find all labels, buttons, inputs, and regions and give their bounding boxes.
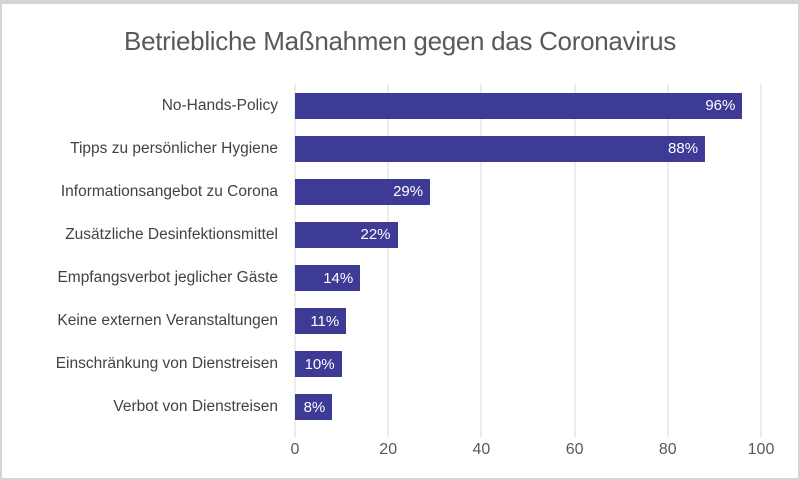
bar-track: 22% <box>295 221 761 248</box>
x-axis-tick-label: 100 <box>747 441 775 458</box>
bar-row: Einschränkung von Dienstreisen 10% <box>2 343 798 386</box>
plot-area: No-Hands-Policy 96% Tipps zu persönlicher … <box>2 84 798 437</box>
bar-8: 8% <box>295 394 333 421</box>
gridlines <box>294 84 762 429</box>
bar-row: Keine externen Veranstaltungen 11% <box>2 300 798 343</box>
bar-track: 14% <box>295 265 761 292</box>
bar-value-label: 14% <box>323 269 354 287</box>
bar-track: 96% <box>295 92 761 119</box>
bar-row: Verbot von Dienstreisen 8% <box>2 386 798 429</box>
gridline-40 <box>480 84 482 429</box>
category-label: Tipps zu persönlicher Hygiene <box>70 139 278 157</box>
bar-2: 88% <box>295 135 706 162</box>
x-axis-tick-label: 80 <box>658 441 677 458</box>
bar-track: 88% <box>295 135 761 162</box>
bar-3: 29% <box>295 178 431 205</box>
bar-track: 29% <box>295 178 761 205</box>
x-axis-tick-label: 40 <box>472 441 491 458</box>
x-axis-tick-label: 20 <box>379 441 398 458</box>
bar-value-label: 11% <box>310 312 340 330</box>
bar-row: Empfangsverbot jeglicher Gäste 14% <box>2 257 798 300</box>
category-label: Informationsangebot zu Corona <box>60 182 278 200</box>
bar-value-label: 88% <box>668 140 699 158</box>
bar-row: Zusätzliche Desinfektionsmittel 22% <box>2 213 798 256</box>
bar-track: 8% <box>295 394 761 421</box>
bar-1: 96% <box>295 92 743 119</box>
chart-title: Betriebliche Maßnahmen gegen das Coronav… <box>124 26 676 56</box>
x-axis-tick-label: 60 <box>565 441 584 458</box>
tickmark-100 <box>760 429 762 437</box>
gridline-80 <box>667 84 669 429</box>
bar-row: No-Hands-Policy 96% <box>2 84 798 127</box>
bar-6: 11% <box>295 308 347 335</box>
x-axis-tick-labels: 0 20 40 60 80 100 <box>291 441 775 461</box>
tickmark-40 <box>480 429 482 437</box>
bar-value-label: 8% <box>303 398 326 416</box>
category-label: Verbot von Dienstreisen <box>113 398 278 416</box>
bar-rows: No-Hands-Policy 96% Tipps zu persönlicher … <box>2 84 798 429</box>
gridline-0 <box>294 84 296 429</box>
bar-4: 22% <box>295 221 398 248</box>
bar-track: 11% <box>295 308 761 335</box>
bar-value-label: 29% <box>393 183 424 201</box>
category-label: Einschränkung von Dienstreisen <box>55 355 278 373</box>
tickmark-0 <box>294 429 296 437</box>
axis-tickmarks <box>294 429 762 437</box>
category-label: Keine externen Veranstaltungen <box>57 312 278 330</box>
tickmark-20 <box>387 429 389 437</box>
tickmark-80 <box>667 429 669 437</box>
bar-row: Informationsangebot zu Corona 29% <box>2 170 798 213</box>
gridline-20 <box>387 84 389 429</box>
bar-value-label: 22% <box>360 226 391 244</box>
gridline-60 <box>574 84 576 429</box>
bar-value-label: 96% <box>705 97 736 115</box>
bar-value-label: 10% <box>304 355 335 373</box>
category-label: Zusätzliche Desinfektionsmittel <box>65 225 278 243</box>
bar-track: 10% <box>295 351 761 378</box>
tickmark-60 <box>574 429 576 437</box>
gridline-100 <box>760 84 762 429</box>
bar-row: Tipps zu persönlicher Hygiene 88% <box>2 127 798 170</box>
bar-7: 10% <box>295 351 342 378</box>
x-axis-tick-label: 0 <box>290 441 300 458</box>
category-label: Empfangsverbot jeglicher Gäste <box>57 269 278 287</box>
category-label: No-Hands-Policy <box>161 96 278 114</box>
bar-5: 14% <box>295 265 361 292</box>
